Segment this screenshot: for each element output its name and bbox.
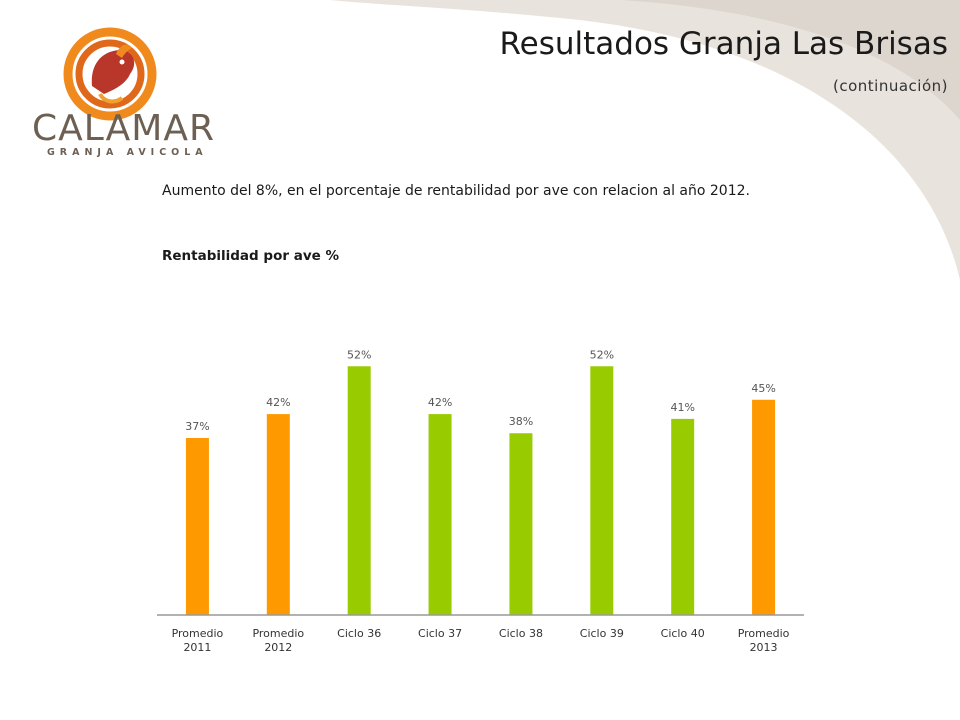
category-tick-label: Promedio 2011 bbox=[172, 627, 224, 654]
bar bbox=[509, 433, 533, 615]
category-tick-label: Ciclo 39 bbox=[580, 627, 624, 640]
bar bbox=[428, 414, 452, 615]
data-label: 42% bbox=[428, 396, 452, 409]
data-label: 42% bbox=[266, 396, 290, 409]
data-label: 45% bbox=[751, 382, 775, 395]
category-tick-label: Ciclo 38 bbox=[499, 627, 543, 640]
logo-wordmark: CALAMAR bbox=[32, 108, 215, 149]
background-swoosh-shape bbox=[330, 0, 960, 280]
category-tick-label: Ciclo 36 bbox=[337, 627, 381, 640]
bar bbox=[752, 399, 776, 615]
data-label: 41% bbox=[670, 401, 694, 414]
category-tick-label: Promedio 2013 bbox=[738, 627, 790, 654]
bar bbox=[185, 438, 209, 615]
slide-subtitle: (continuación) bbox=[833, 77, 948, 95]
data-label: 38% bbox=[509, 415, 533, 428]
summary-text: Aumento del 8%, en el porcentaje de rent… bbox=[162, 183, 750, 199]
data-label: 52% bbox=[590, 348, 614, 361]
logo-tagline: GRANJA AVICOLA bbox=[47, 147, 208, 158]
category-tick-label: Ciclo 40 bbox=[661, 627, 705, 640]
data-label: 52% bbox=[347, 348, 371, 361]
category-tick-label: Promedio 2012 bbox=[252, 627, 304, 654]
calamar-logo bbox=[63, 27, 157, 121]
chart-title: Rentabilidad por ave % bbox=[162, 248, 339, 264]
data-label: 37% bbox=[185, 420, 209, 433]
bar bbox=[590, 366, 614, 615]
bar bbox=[347, 366, 371, 615]
slide-title: Resultados Granja Las Brisas bbox=[499, 26, 948, 62]
category-tick-label: Ciclo 37 bbox=[418, 627, 462, 640]
calamar-rooster-emblem-icon bbox=[63, 27, 157, 121]
bar bbox=[266, 414, 290, 615]
bar bbox=[671, 418, 695, 615]
background-swoosh-highlight bbox=[620, 0, 960, 120]
